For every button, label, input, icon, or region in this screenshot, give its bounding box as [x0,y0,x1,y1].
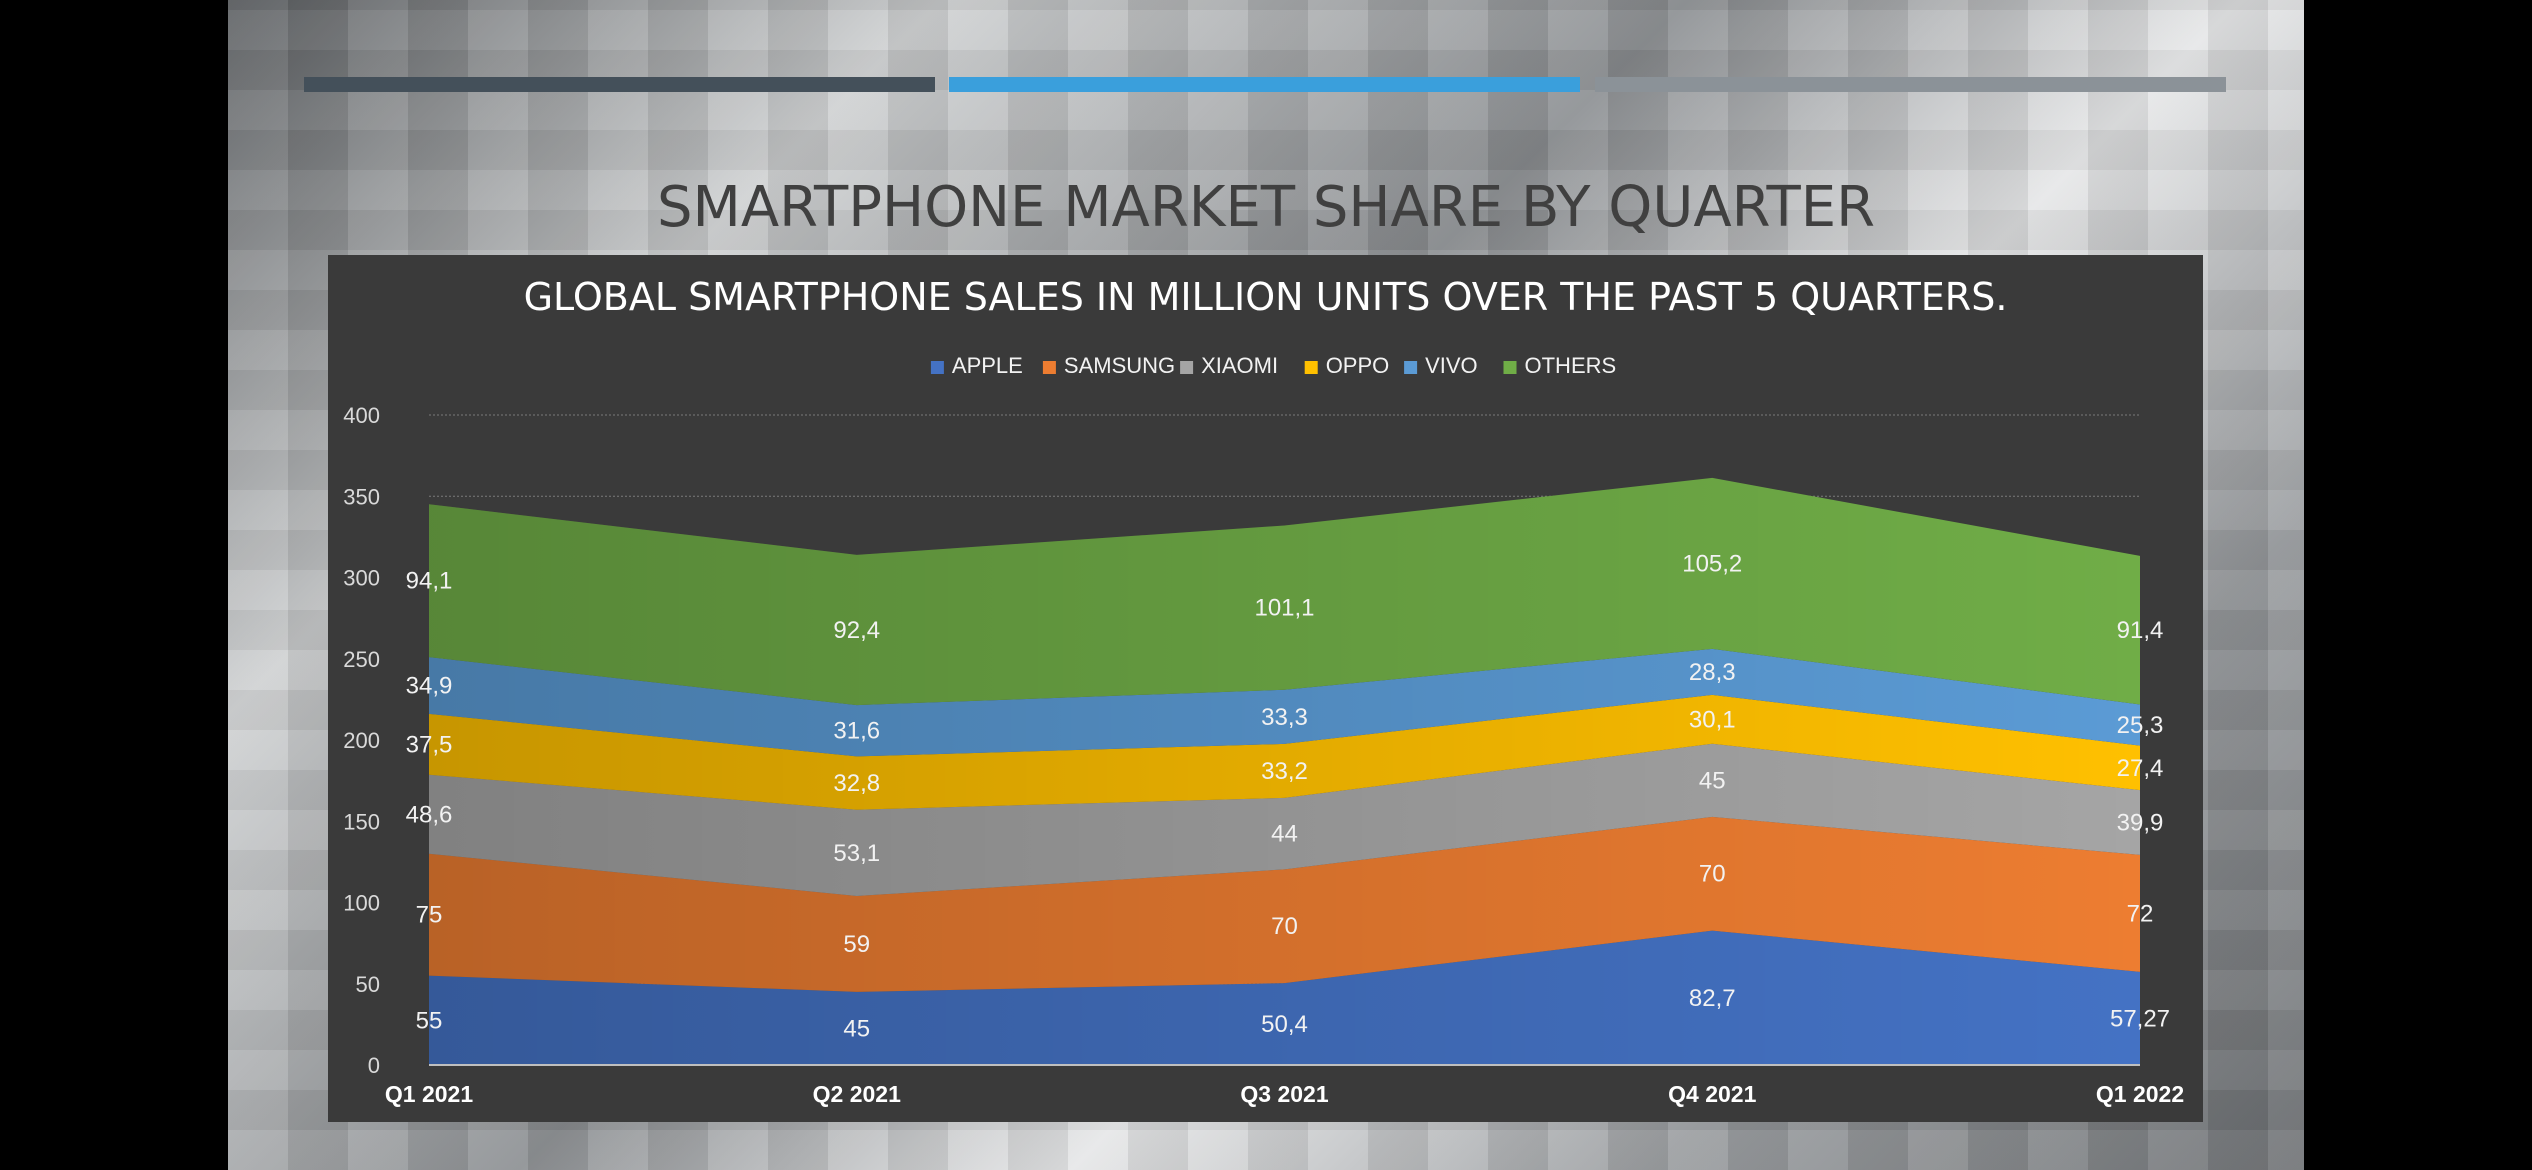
data-label-vivo-3: 28,3 [1689,659,1736,686]
data-label-apple-3: 82,7 [1689,985,1736,1012]
x-tick-label-3: Q4 2021 [1668,1081,1756,1107]
legend-swatch-apple [930,361,944,374]
top-bar-gray [1595,77,2226,92]
top-bar-blue [949,77,1580,92]
area-shade-apple [429,930,2140,1065]
area-shade-vivo [429,648,2140,757]
y-tick-label-150: 150 [343,809,380,834]
y-tick-label-350: 350 [343,484,380,509]
legend-label-apple: APPLE [952,353,1023,378]
data-label-others-2: 101,1 [1254,595,1314,622]
legend-label-samsung: SAMSUNG [1064,353,1175,378]
data-label-vivo-4: 25,3 [2117,712,2164,739]
legend-label-xiaomi: XIAOMI [1201,353,1278,378]
legend-swatch-xiaomi [1180,361,1194,374]
data-label-samsung-2: 70 [1271,913,1298,940]
y-tick-label-0: 0 [368,1053,380,1078]
data-label-apple-2: 50,4 [1261,1011,1308,1038]
y-tick-label-400: 400 [343,403,380,428]
x-tick-label-1: Q2 2021 [813,1081,901,1107]
data-label-vivo-1: 31,6 [833,718,880,745]
legend-swatch-others [1503,361,1517,374]
legend-label-vivo: VIVO [1425,353,1478,378]
y-tick-label-50: 50 [356,972,380,997]
x-tick-label-2: Q3 2021 [1240,1081,1328,1107]
data-label-oppo-3: 30,1 [1689,706,1736,733]
y-tick-label-250: 250 [343,647,380,672]
slide-title: SMARTPHONE MARKET SHARE BY QUARTER [656,175,1876,240]
data-label-oppo-0: 37,5 [406,731,453,758]
data-label-xiaomi-3: 45 [1699,767,1726,794]
data-label-xiaomi-0: 48,6 [406,801,453,828]
area-shade-others [429,477,2140,706]
y-tick-label-300: 300 [343,566,380,591]
chart-svg: 0 50 100 150 200 250 300 350 400 55 45 50,4 82,7 57,2… [343,353,2184,1107]
data-label-vivo-0: 34,9 [406,672,453,699]
data-label-apple-0: 55 [416,1007,443,1034]
y-tick-label-200: 200 [343,728,380,753]
data-label-samsung-3: 70 [1699,861,1726,888]
data-label-xiaomi-1: 53,1 [833,840,880,867]
data-label-oppo-1: 32,8 [833,770,880,797]
slide: SMARTPHONE MARKET SHARE BY QUARTER GLOBA… [228,0,2304,1170]
area-shade-oppo [429,694,2140,810]
legend-swatch-oppo [1304,361,1318,374]
chart-title: GLOBAL SMARTPHONE SALES IN MILLION UNITS… [523,275,2008,319]
top-bar-dark [304,77,935,92]
data-label-oppo-4: 27,4 [2117,755,2164,782]
data-label-oppo-2: 33,2 [1261,758,1308,785]
y-tick-label-100: 100 [343,891,380,916]
data-label-others-1: 92,4 [833,617,880,644]
data-label-xiaomi-2: 44 [1271,821,1298,848]
area-shade-samsung [429,816,2140,992]
data-label-samsung-4: 72 [2127,900,2154,927]
data-label-others-3: 105,2 [1682,550,1742,577]
data-label-xiaomi-4: 39,9 [2117,810,2164,837]
chart-panel: GLOBAL SMARTPHONE SALES IN MILLION UNITS… [328,255,2203,1122]
area-shade-xiaomi [429,743,2140,896]
x-tick-label-0: Q1 2021 [385,1081,473,1107]
data-label-others-4: 91,4 [2117,617,2164,644]
data-label-apple-4: 57,27 [2110,1005,2170,1032]
data-label-samsung-1: 59 [843,931,870,958]
data-label-others-0: 94,1 [406,568,453,595]
x-tick-label-4: Q1 2022 [2096,1081,2184,1107]
data-label-apple-1: 45 [843,1015,870,1042]
legend-label-others: OTHERS [1525,353,1617,378]
legend-swatch-samsung [1042,361,1056,374]
legend-label-oppo: OPPO [1326,353,1390,378]
data-label-vivo-2: 33,3 [1261,704,1308,731]
legend-swatch-vivo [1404,361,1418,374]
data-label-samsung-0: 75 [416,902,443,929]
